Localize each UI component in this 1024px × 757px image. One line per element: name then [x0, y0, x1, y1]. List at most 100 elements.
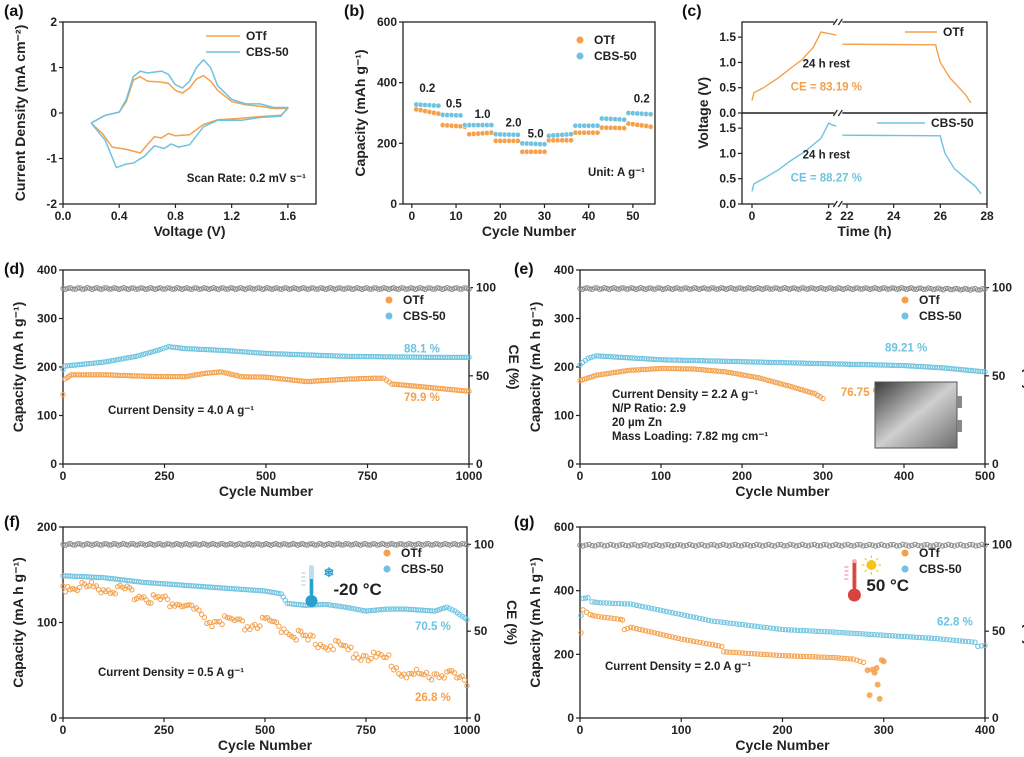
legend-marker-otf [385, 296, 393, 304]
ce-point [696, 286, 703, 292]
y-tick-label: 300 [37, 312, 57, 326]
ce-point [933, 286, 939, 292]
ce-point [241, 542, 248, 548]
ce-point [799, 541, 805, 548]
capacity-point-cbs-50 [808, 360, 814, 366]
x-tick-label: 40 [582, 209, 596, 223]
capacity-point-cbs-50 [700, 358, 706, 364]
ce-point [982, 286, 988, 292]
capacity-point-otf [672, 635, 678, 641]
capacity-point-otf [188, 602, 195, 608]
legend-marker-cbs-50 [901, 312, 909, 320]
capacity-point-otf [312, 641, 319, 648]
capacity-point-otf [98, 590, 104, 596]
capacity-point-cbs-50 [690, 614, 697, 620]
capacity-point-otf [780, 381, 786, 388]
capacity-point-cbs-50 [712, 618, 718, 624]
capacity-point-otf [753, 374, 759, 380]
capacity-point-otf [804, 388, 811, 395]
ce-point [232, 542, 238, 548]
y-axis-label: Capacity (mAh g⁻¹) [352, 49, 368, 176]
capacity-point-cbs-50 [365, 608, 372, 614]
ce-point [308, 285, 314, 291]
legend-marker-cbs-50 [576, 52, 584, 60]
y-tick-label: 600 [554, 520, 574, 534]
ce-point [254, 285, 261, 291]
capacity-point-cbs-50 [350, 606, 357, 612]
ce-point [876, 286, 883, 292]
capacity-point-cbs-50 [699, 616, 706, 622]
axis-break-mark [832, 109, 838, 117]
ce-point [466, 286, 472, 292]
scan-rate-annotation: Scan Rate: 0.2 mV s⁻¹ [187, 173, 306, 185]
ce-point [242, 286, 249, 292]
ce-point [894, 543, 900, 549]
capacity-point-otf [592, 613, 598, 619]
ce-point [94, 285, 100, 291]
capacity-point-cbs-50 [830, 361, 836, 367]
capacity-point-otf [224, 614, 230, 621]
capacity-point-otf [640, 366, 647, 373]
capacity-point-cbs-50 [681, 612, 687, 618]
capacity-point-otf [246, 374, 252, 380]
capacity-point-cbs-50 [800, 360, 807, 366]
y-tick-label: 2 [50, 15, 57, 29]
ce-point [793, 543, 799, 549]
ce-point [878, 541, 885, 548]
capacity-point-otf [715, 643, 722, 649]
ce-point [434, 285, 441, 291]
ce-point [128, 541, 134, 547]
capacity-point-otf [727, 649, 733, 655]
ce-point [772, 543, 778, 549]
capacity-point-otf [620, 368, 627, 374]
ce-point [142, 542, 149, 548]
outlier-point-otf [874, 681, 881, 688]
ce-point [939, 543, 946, 549]
capacity-point-cbs-50 [592, 599, 598, 605]
ce-point [137, 541, 144, 547]
ce-point [266, 285, 273, 292]
capacity-point-cbs-50 [115, 356, 122, 363]
ce-point [911, 286, 917, 292]
ce-point [118, 285, 125, 292]
outlier-point-otf [866, 692, 873, 699]
ce-point [970, 286, 976, 292]
capacity-point-otf [153, 594, 159, 600]
capacity-point-cbs-50 [715, 619, 721, 625]
y2-tick-label: 100 [474, 537, 494, 551]
capacity-point-otf [244, 624, 251, 630]
ce-point [359, 286, 365, 292]
ce-point [875, 542, 882, 548]
ce-point [206, 286, 212, 292]
y-tick-label: 400 [554, 584, 574, 598]
capacity-point-otf [860, 659, 867, 665]
ce-point [955, 286, 961, 292]
capacity-point-otf [199, 611, 205, 618]
capacity-point-otf [738, 371, 744, 378]
capacity-point-otf [428, 677, 435, 683]
capacity-point-otf [358, 657, 364, 663]
capacity-point-otf [779, 652, 786, 659]
y2-tick-label: 50 [992, 624, 1006, 638]
capacity-point-otf [739, 650, 745, 656]
y2-axis-label: CE (%) [504, 600, 520, 645]
capacity-point-cbs-50 [383, 606, 389, 612]
capacity-point-cbs-50 [333, 603, 339, 609]
capacity-point-cbs-50 [593, 353, 599, 359]
capacity-point-otf [688, 366, 694, 372]
capacity-point-cbs-50 [582, 595, 589, 601]
ce-point [396, 541, 402, 547]
ce-point [672, 285, 678, 291]
capacity-point-otf [258, 374, 264, 380]
ce-point [444, 541, 451, 548]
capacity-point-cbs-50 [600, 600, 606, 606]
ce-point [740, 286, 746, 292]
capacity-point-cbs-50 [663, 608, 670, 615]
ce-point [420, 286, 426, 292]
ce-point [979, 541, 985, 548]
capacity-point-cbs-50 [863, 631, 869, 637]
pouch-tab [957, 396, 962, 408]
ce-point [237, 285, 244, 291]
ce-point [290, 540, 296, 547]
capacity-point-otf [839, 655, 845, 661]
